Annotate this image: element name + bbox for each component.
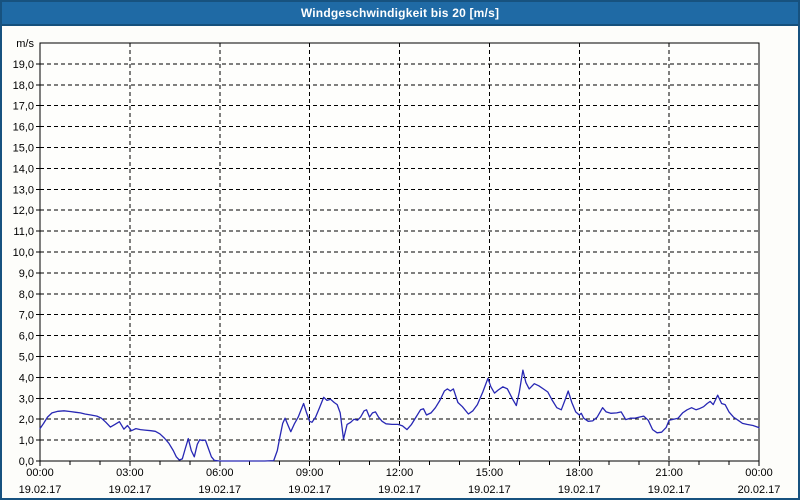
x-tick-date-label: 20.02.17 [738,484,781,496]
x-tick-time-label: 06:00 [206,467,234,479]
x-tick-time-label: 15:00 [476,467,504,479]
y-tick-label: 14,0 [13,163,34,175]
y-tick-label: 15,0 [13,143,34,155]
x-tick-date-label: 19.02.17 [558,484,601,496]
x-tick-time-label: 00:00 [745,467,773,479]
x-tick-time-label: 00:00 [26,467,54,479]
x-tick-date-label: 19.02.17 [198,484,241,496]
x-tick-date-label: 19.02.17 [108,484,151,496]
x-tick-date-label: 19.02.17 [378,484,421,496]
y-tick-label: 8,0 [19,289,34,301]
wind-speed-line [39,369,760,462]
y-tick-label: 6,0 [19,331,34,343]
x-tick-date-label: 19.02.17 [468,484,511,496]
y-tick-label: 7,0 [19,310,34,322]
y-tick-label: 4,0 [19,372,34,384]
y-tick-label: 17,0 [13,101,34,113]
x-tick-time-label: 12:00 [386,467,414,479]
y-tick-label: 11,0 [13,226,34,238]
y-tick-label: 10,0 [13,247,34,259]
y-tick-label: 2,0 [19,414,34,426]
y-tick-label: 1,0 [19,435,34,447]
y-tick-label: 12,0 [13,205,34,217]
y-axis-unit-label: m/s [16,38,34,50]
y-tick-label: 3,0 [19,393,34,405]
x-tick-time-label: 21:00 [655,467,683,479]
y-tick-label: 9,0 [19,268,34,280]
x-tick-date-label: 19.02.17 [648,484,691,496]
title-bar: Windgeschwindigkeit bis 20 [m/s] [2,2,798,26]
x-tick-time-label: 18:00 [565,467,593,479]
y-tick-label: 16,0 [13,122,34,134]
x-tick-date-label: 19.02.17 [19,484,62,496]
y-tick-label: 0,0 [19,456,34,468]
y-tick-label: 18,0 [13,80,34,92]
x-tick-time-label: 03:00 [116,467,144,479]
y-tick-label: 19,0 [13,59,34,71]
chart-title: Windgeschwindigkeit bis 20 [m/s] [300,6,500,20]
y-tick-label: 5,0 [19,352,34,364]
y-tick-label: 13,0 [13,184,34,196]
x-tick-time-label: 09:00 [296,467,324,479]
x-tick-date-label: 19.02.17 [288,484,331,496]
